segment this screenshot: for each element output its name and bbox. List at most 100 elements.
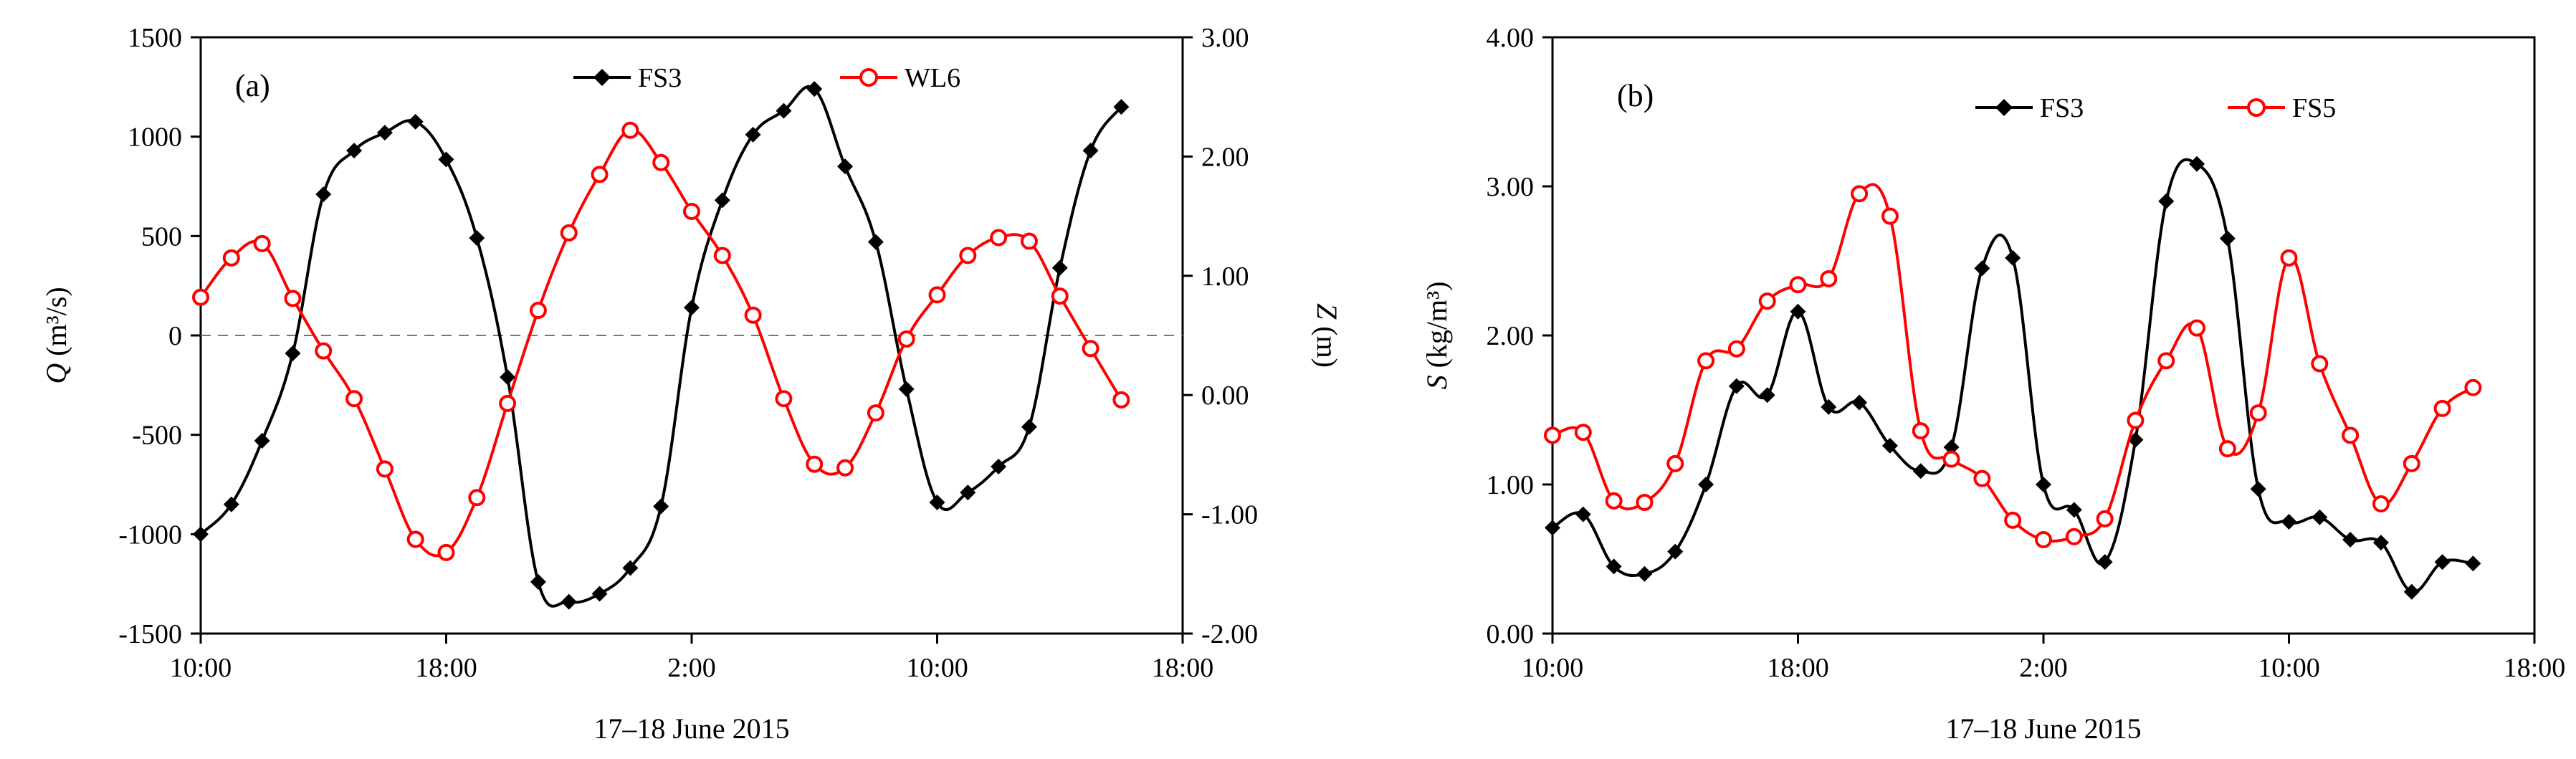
panel-b: 10:00 18:00 2:00 10:00 18:00 0.00 1.00 2.00 3.0… — [1421, 23, 2565, 745]
data-point-fs3 — [867, 234, 884, 250]
panel-b-x-axis-title: 17–18 June 2015 — [1945, 712, 2141, 745]
y-tick-label: -1500 — [118, 619, 182, 649]
y-tick-label: 0 — [168, 321, 182, 351]
y-tick-label: 3.00 — [1487, 172, 1535, 202]
panel-a-x-axis-title: 17–18 June 2015 — [593, 712, 789, 745]
data-point-fs3 — [1636, 565, 1653, 582]
y-right-tick-label: 1.00 — [1201, 262, 1249, 292]
data-point-fs3 — [1082, 143, 1099, 159]
data-point-wl6 — [652, 153, 670, 171]
data-point-fs3 — [898, 381, 915, 397]
legend-wl6-label: WL6 — [905, 63, 960, 93]
data-point-fs3 — [1698, 477, 1714, 492]
data-point-fs5 — [2342, 426, 2360, 444]
data-point-fs5 — [1636, 493, 1654, 511]
data-point-fs3 — [2434, 554, 2451, 571]
data-point-fs3 — [714, 192, 730, 209]
data-point-wl6 — [468, 489, 486, 507]
data-point-fs5 — [1727, 340, 1745, 358]
y-tick-label: 1000 — [128, 123, 182, 153]
data-point-fs5 — [1942, 450, 1960, 468]
data-point-fs5 — [2372, 495, 2390, 513]
data-point-fs3 — [1790, 303, 1806, 320]
data-point-fs5 — [1820, 269, 1838, 287]
data-point-fs3 — [622, 560, 639, 576]
data-point-wl6 — [1051, 287, 1069, 305]
data-point-fs3 — [2189, 156, 2205, 172]
x-tick-label: 18:00 — [1152, 653, 1214, 683]
data-point-fs5 — [2065, 528, 2083, 545]
data-point-fs5 — [1666, 454, 1684, 472]
panel-a-legend: FS3 WL6 — [573, 63, 960, 93]
y-tick-label: 1.00 — [1487, 470, 1535, 500]
y-tick-label: 1500 — [128, 23, 182, 53]
data-point-fs5 — [1697, 352, 1715, 370]
data-point-wl6 — [284, 290, 302, 307]
data-point-fs3 — [929, 494, 945, 510]
data-point-wl6 — [621, 121, 639, 139]
data-point-fs3 — [2342, 531, 2359, 548]
data-point-fs5 — [1973, 469, 1991, 487]
x-tick-label: 18:00 — [415, 653, 477, 683]
panel-a-series — [192, 81, 1130, 610]
data-point-fs3 — [591, 586, 608, 602]
x-tick-label: 10:00 — [906, 653, 968, 683]
series-line-fs5 — [1552, 183, 2474, 543]
x-tick-label: 2:00 — [2019, 653, 2068, 683]
x-tick-label: 10:00 — [2258, 653, 2320, 683]
data-point-fs5 — [2403, 454, 2420, 472]
data-point-fs3 — [223, 496, 239, 512]
legend-fs3-marker — [593, 69, 611, 86]
data-point-fs5 — [1851, 185, 1869, 203]
data-point-wl6 — [345, 390, 363, 408]
data-point-fs3 — [2281, 514, 2297, 530]
data-point-fs3 — [530, 573, 546, 590]
data-point-fs3 — [2036, 477, 2051, 492]
data-point-fs3 — [1821, 398, 1837, 415]
data-point-fs3 — [376, 125, 393, 141]
panel-a-x-ticks: 10:00 18:00 2:00 10:00 18:00 — [170, 634, 1214, 683]
data-point-fs3 — [684, 300, 700, 316]
data-point-fs3 — [469, 230, 485, 247]
panel-a-y-right-axis-title: Z (m) — [1311, 303, 1343, 368]
data-point-fs3 — [560, 593, 577, 610]
data-point-fs3 — [776, 102, 792, 119]
data-point-wl6 — [315, 342, 333, 360]
x-tick-label: 10:00 — [170, 653, 232, 683]
data-point-wl6 — [928, 286, 946, 304]
data-point-fs3 — [837, 158, 854, 175]
data-point-fs3 — [1759, 387, 1775, 404]
data-point-fs5 — [2464, 378, 2482, 396]
data-point-wl6 — [406, 530, 424, 548]
data-point-wl6 — [897, 330, 915, 348]
x-tick-label: 18:00 — [1767, 653, 1829, 683]
data-point-wl6 — [529, 302, 547, 320]
data-point-fs5 — [2433, 399, 2451, 417]
data-point-wl6 — [867, 404, 884, 422]
data-point-fs3 — [2066, 502, 2082, 518]
panel-b-series — [1544, 156, 2482, 600]
data-point-wl6 — [1082, 340, 1099, 358]
data-point-fs3 — [1051, 259, 1068, 276]
legend-fs5-label-b: FS5 — [2292, 93, 2336, 123]
data-point-wl6 — [222, 249, 240, 267]
data-point-fs5 — [2249, 404, 2267, 422]
data-point-fs3 — [1728, 378, 1745, 394]
data-point-wl6 — [744, 306, 762, 324]
series-line-wl6 — [199, 128, 1123, 558]
data-point-fs3 — [2158, 193, 2175, 209]
y-tick-label: 0.00 — [1487, 619, 1535, 649]
panel-a-label: (a) — [235, 68, 270, 103]
data-point-fs3 — [991, 459, 1007, 475]
y-tick-label: -500 — [132, 421, 182, 451]
panel-b-legend: FS3 FS5 — [1975, 93, 2336, 123]
data-point-fs5 — [1544, 426, 1561, 444]
data-point-wl6 — [959, 247, 977, 264]
data-point-fs5 — [2188, 319, 2206, 337]
data-point-fs5 — [2127, 411, 2145, 429]
data-point-fs3 — [2312, 509, 2328, 525]
data-point-fs5 — [2035, 530, 2052, 548]
panel-b-y-axis-title: S (kg/m³) — [1421, 282, 1453, 390]
data-point-wl6 — [775, 390, 793, 408]
